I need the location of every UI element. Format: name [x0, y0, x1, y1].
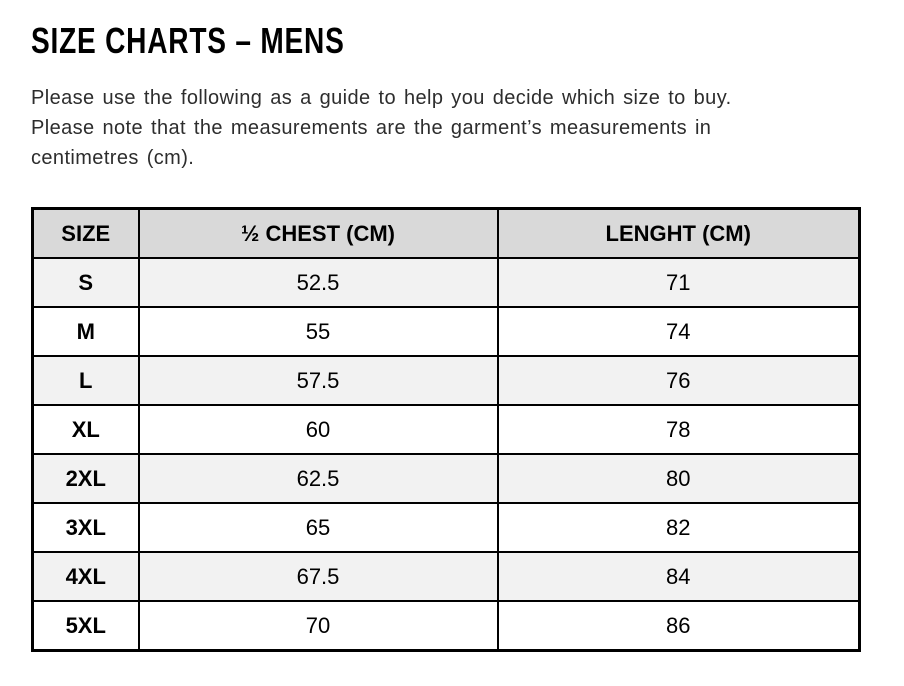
intro-line-1: Please use the following as a guide to h… — [31, 87, 732, 109]
page-title: SIZE CHARTS – MENS — [31, 23, 904, 59]
size-cell: XL — [31, 404, 140, 455]
length-cell: 78 — [496, 404, 861, 455]
size-table: SIZE ½ CHEST (CM) LENGHT (CM) S 52.5 71 M 55… — [31, 207, 861, 652]
intro-line-3: centimetres (cm). — [31, 147, 195, 169]
table-row: 3XL 65 82 — [31, 502, 861, 553]
column-header-half-chest: ½ CHEST (CM) — [137, 207, 499, 259]
table-row: 5XL 70 86 — [31, 600, 861, 652]
length-cell: 86 — [496, 600, 861, 652]
column-header-size: SIZE — [31, 207, 140, 259]
half-chest-cell: 52.5 — [137, 257, 499, 308]
length-cell: 84 — [496, 551, 861, 602]
table-row: XL 60 78 — [31, 404, 861, 455]
size-cell: 3XL — [31, 502, 140, 553]
length-cell: 74 — [496, 306, 861, 357]
half-chest-cell: 70 — [137, 600, 499, 652]
size-cell: 5XL — [31, 600, 140, 652]
half-chest-cell: 65 — [137, 502, 499, 553]
intro-paragraph: Please use the following as a guide to h… — [31, 53, 904, 173]
half-chest-cell: 55 — [137, 306, 499, 357]
length-cell: 76 — [496, 355, 861, 406]
size-cell: 4XL — [31, 551, 140, 602]
size-table-header-row: SIZE ½ CHEST (CM) LENGHT (CM) — [31, 207, 861, 259]
intro-line-2: Please note that the measurements are th… — [31, 117, 712, 139]
half-chest-cell: 67.5 — [137, 551, 499, 602]
page-title-text: SIZE CHARTS – MENS — [31, 20, 345, 61]
length-cell: 80 — [496, 453, 861, 504]
size-cell: M — [31, 306, 140, 357]
size-cell: 2XL — [31, 453, 140, 504]
size-table-body: S 52.5 71 M 55 74 L 57.5 76 XL 60 78 2XL 62.5 80 3XL 65 8… — [31, 257, 861, 652]
size-cell: S — [31, 257, 140, 308]
length-cell: 82 — [496, 502, 861, 553]
table-row: 4XL 67.5 84 — [31, 551, 861, 602]
column-header-length: LENGHT (CM) — [496, 207, 861, 259]
half-chest-cell: 62.5 — [137, 453, 499, 504]
half-chest-cell: 57.5 — [137, 355, 499, 406]
size-table-header: SIZE ½ CHEST (CM) LENGHT (CM) — [31, 207, 861, 259]
table-row: 2XL 62.5 80 — [31, 453, 861, 504]
size-cell: L — [31, 355, 140, 406]
half-chest-cell: 60 — [137, 404, 499, 455]
table-row: S 52.5 71 — [31, 257, 861, 308]
length-cell: 71 — [496, 257, 861, 308]
table-row: M 55 74 — [31, 306, 861, 357]
table-row: L 57.5 76 — [31, 355, 861, 406]
